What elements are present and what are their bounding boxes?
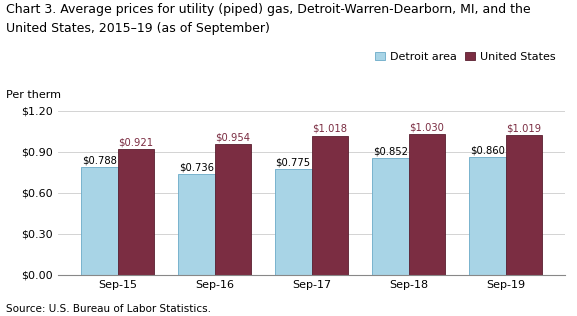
Bar: [275, 169, 312, 275]
Legend: Detroit area, United States: Detroit area, United States: [371, 47, 560, 66]
Text: $0.954: $0.954: [216, 133, 250, 143]
Text: $0.788: $0.788: [82, 155, 117, 165]
Text: Source: U.S. Bureau of Labor Statistics.: Source: U.S. Bureau of Labor Statistics.: [6, 304, 211, 314]
Bar: [372, 158, 409, 275]
Text: $0.860: $0.860: [470, 145, 504, 155]
Bar: [178, 174, 215, 275]
Text: $0.775: $0.775: [276, 157, 311, 167]
Text: $1.018: $1.018: [313, 124, 347, 134]
Bar: [312, 136, 349, 275]
Text: $1.019: $1.019: [507, 124, 542, 134]
Text: United States, 2015–19 (as of September): United States, 2015–19 (as of September): [6, 22, 269, 35]
Bar: [409, 134, 445, 275]
Text: $1.030: $1.030: [410, 122, 444, 132]
Bar: [469, 157, 505, 275]
Text: $0.736: $0.736: [179, 162, 213, 173]
Text: $0.852: $0.852: [373, 147, 407, 157]
Text: $0.921: $0.921: [118, 137, 153, 147]
Bar: [81, 167, 118, 275]
Text: Chart 3. Average prices for utility (piped) gas, Detroit-Warren-Dearborn, MI, an: Chart 3. Average prices for utility (pip…: [6, 3, 530, 16]
Bar: [118, 149, 155, 275]
Bar: [215, 144, 252, 275]
Text: Per therm: Per therm: [6, 89, 61, 100]
Bar: [505, 135, 542, 275]
